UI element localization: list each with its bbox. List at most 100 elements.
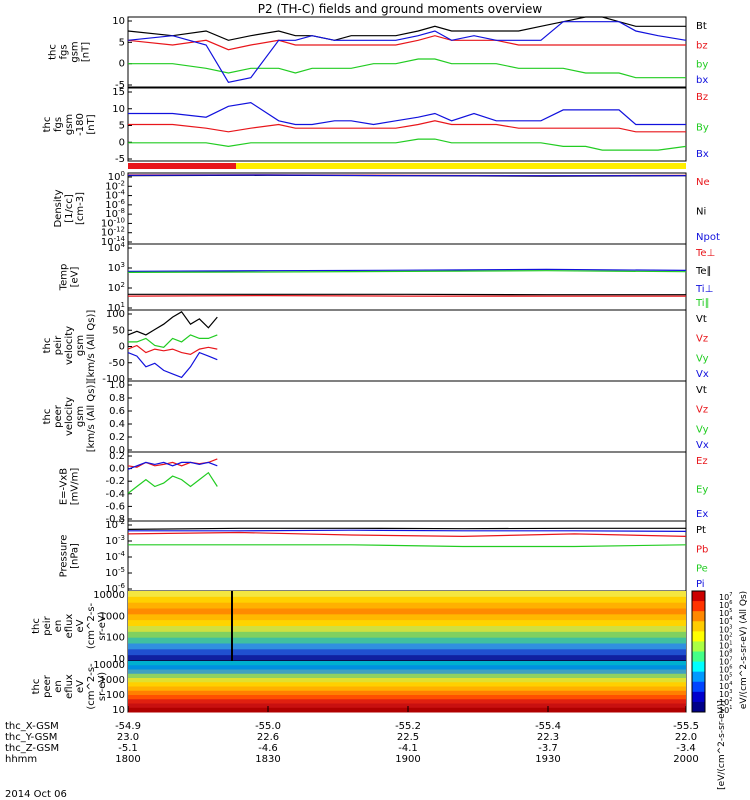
panel-4: 104 103 102 101 Temp[eV] Te⊥ Te∥ Ti⊥ Ti∥ bbox=[59, 241, 716, 314]
tick-label: 0.0 bbox=[109, 464, 125, 475]
legend-entry: Ex bbox=[696, 509, 708, 520]
x-axis-value: -4.6 bbox=[258, 743, 278, 754]
tick-label: 10-12 bbox=[101, 226, 125, 239]
x-axis-value: 22.5 bbox=[397, 732, 419, 743]
colorbar-tick: 105 bbox=[719, 608, 732, 618]
tick-label: 10-3 bbox=[105, 534, 125, 547]
legend-entry: Bz bbox=[696, 92, 708, 103]
colorbar-cell bbox=[692, 591, 705, 602]
panel-1: 10 5 0 -5 thcfgsgsm[nT] Bt bz by bx bbox=[48, 16, 709, 91]
axis-label: thcpeirvelocitygsm[km/s (All Qs)] bbox=[42, 310, 97, 382]
colorbar-tick: 107 bbox=[719, 657, 732, 667]
legend-entry: Vz bbox=[696, 405, 708, 416]
axis-label: thcpeirenefluxeV(cm^2-s-sr-eV) bbox=[31, 602, 108, 649]
tick-label: 10-2 bbox=[105, 518, 125, 531]
tick-label: 0 bbox=[119, 342, 125, 353]
colorbar-frame bbox=[691, 590, 706, 713]
tick-label: 10-5 bbox=[105, 566, 125, 579]
spectrogram-band bbox=[128, 591, 686, 598]
tick-label: 0.2 bbox=[109, 451, 125, 462]
tick-label: 101 bbox=[108, 301, 125, 314]
panel-frame bbox=[127, 172, 687, 245]
spectrogram-band bbox=[128, 643, 686, 650]
legend-entry: Vy bbox=[696, 424, 709, 435]
colorbar-tick: 101 bbox=[719, 705, 732, 715]
series-line bbox=[128, 58, 686, 79]
tick-label: -50 bbox=[109, 358, 125, 369]
axis-label: thcfgsgsm-180[nT] bbox=[42, 113, 97, 136]
x-axis-value: 22.6 bbox=[257, 732, 279, 743]
tick-label: 10-8 bbox=[105, 207, 125, 220]
tick-label: 10-10 bbox=[101, 216, 125, 229]
tick-label: 0.2 bbox=[109, 432, 125, 443]
series-line bbox=[127, 270, 687, 273]
tick-label: 10-6 bbox=[105, 582, 125, 595]
axis-label: thcpeerenefluxeV(cm^2-s-sr-eV) bbox=[31, 663, 108, 710]
spectrogram-band bbox=[128, 596, 686, 604]
legend-entry: By bbox=[696, 123, 709, 134]
tick-label: 102 bbox=[108, 281, 125, 294]
series-line bbox=[127, 351, 218, 379]
spectrogram-band bbox=[128, 669, 686, 675]
panel-7: 0.2 0.0-0.2 -0.4-0.6 -0.8 E=-VxB[mV/m] Ez Ey Ex bbox=[59, 451, 709, 525]
legend-entry: Pb bbox=[696, 544, 708, 555]
tick-label: 10 bbox=[112, 16, 125, 27]
colorbar-tick: 108 bbox=[719, 649, 732, 659]
tick-label: 10-4 bbox=[105, 550, 125, 563]
x-axis-row-label: thc_X-GSM bbox=[5, 721, 59, 732]
spectrogram-band bbox=[128, 626, 686, 633]
panel-frame bbox=[127, 380, 687, 453]
tick-label: 100 bbox=[106, 633, 125, 644]
tick-label: 0 bbox=[119, 137, 125, 148]
spectrogram-band bbox=[128, 690, 686, 696]
colorbar-tick: 106 bbox=[719, 600, 732, 610]
colorbar-cell bbox=[692, 661, 705, 673]
series-line bbox=[128, 334, 218, 348]
x-axis-value: 2000 bbox=[673, 754, 698, 765]
tick-label: 0.8 bbox=[109, 393, 125, 404]
series-line bbox=[127, 35, 686, 51]
series-line bbox=[127, 21, 687, 83]
axis-label: Temp[eV] bbox=[59, 264, 81, 292]
panel-9: 10000 1000 100 10 thcpeirenefluxeV(cm^2-s-sr… bbox=[31, 590, 687, 665]
series-line bbox=[128, 138, 687, 151]
spectrogram-band bbox=[128, 649, 686, 656]
series-line bbox=[128, 120, 686, 133]
legend-entry: Npot bbox=[696, 232, 720, 243]
x-axis-row-label: thc_Y-GSM bbox=[5, 732, 57, 743]
x-axis-value: -4.1 bbox=[398, 743, 418, 754]
x-axis-value: 1900 bbox=[395, 754, 420, 765]
tick-label: 1.0 bbox=[109, 380, 125, 391]
tick-label: -0.2 bbox=[105, 476, 125, 487]
series-line bbox=[128, 529, 687, 532]
panel-frame bbox=[127, 16, 687, 88]
legend-entry: by bbox=[696, 60, 708, 71]
quality-bar-yellow bbox=[236, 163, 686, 169]
colorbar-cell bbox=[692, 641, 705, 652]
spectrogram-band bbox=[128, 695, 686, 700]
colorbar-tick: 102 bbox=[719, 697, 732, 707]
tick-label: 5 bbox=[119, 37, 125, 48]
x-axis-value: 23.0 bbox=[117, 732, 139, 743]
colorbar-tick: 103 bbox=[719, 689, 732, 699]
tick-label: 0.6 bbox=[109, 406, 125, 417]
legend-entry: Ni bbox=[696, 207, 706, 218]
tick-label: 10 bbox=[112, 654, 125, 665]
legend-entry: Vt bbox=[696, 385, 707, 396]
tick-label: 100 bbox=[106, 309, 125, 320]
x-axis-value: -54.9 bbox=[115, 721, 141, 732]
series-line bbox=[128, 544, 687, 548]
series-line bbox=[127, 531, 687, 538]
legend-entry: Vx bbox=[696, 369, 709, 380]
panel-8: 10-2 10-3 10-4 10-5 10-6 Pressure[nPa] Pt Pb Pe P… bbox=[59, 518, 709, 595]
colorbar-cell bbox=[692, 621, 705, 632]
colorbar-cell bbox=[692, 681, 705, 693]
tick-label: 10-14 bbox=[101, 235, 126, 248]
tick-label: 10000 bbox=[93, 590, 125, 601]
spectrogram-band bbox=[128, 620, 686, 627]
legend-entry: Pe bbox=[696, 564, 708, 575]
legend-entry: Ey bbox=[696, 485, 708, 496]
x-axis-value: 1800 bbox=[115, 754, 140, 765]
colorbar-tick: 101 bbox=[719, 640, 732, 650]
